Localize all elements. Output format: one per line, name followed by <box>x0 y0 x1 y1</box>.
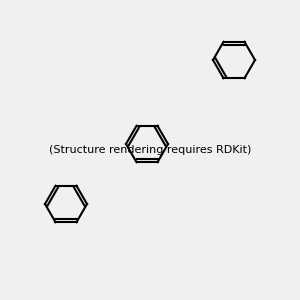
Text: (Structure rendering requires RDKit): (Structure rendering requires RDKit) <box>49 145 251 155</box>
